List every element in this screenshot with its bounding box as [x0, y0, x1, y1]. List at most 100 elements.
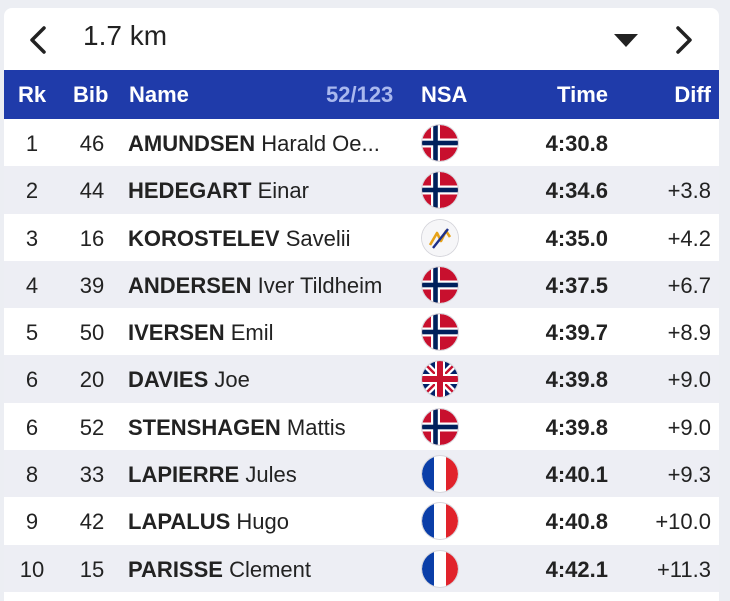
athlete-last-name: KOROSTELEV — [128, 225, 280, 251]
athlete-name[interactable]: KOROSTELEV Savelii — [128, 226, 410, 252]
flag-norway-icon — [422, 314, 458, 351]
table-header: Rk Bib Name 52/123 NSA Time Diff — [4, 70, 719, 119]
result-row[interactable]: 1 46 AMUNDSEN Harald Oe... 4:30.8 — [4, 119, 719, 166]
athlete-last-name: ANDERSEN — [128, 272, 252, 298]
athlete-first-name: Iver Tildheim — [257, 272, 383, 298]
time-cell: 4:34.6 — [545, 178, 608, 204]
athlete-first-name: Mattis — [286, 414, 346, 440]
next-split-button[interactable] — [664, 22, 704, 58]
athlete-first-name: Joe — [214, 367, 250, 393]
athlete-name[interactable]: ANDERSEN Iver Tildheim — [128, 273, 410, 299]
caret-down-icon — [614, 34, 638, 47]
result-row[interactable]: 9 42 LAPALUS Hugo 4:40.8 +10.0 — [4, 497, 719, 544]
diff-cell: +6.7 — [667, 272, 711, 298]
result-count: 52/123 — [326, 82, 394, 107]
nsa-flag — [422, 550, 458, 587]
diff-cell: +9.3 — [667, 462, 711, 488]
athlete-last-name: LAPIERRE — [128, 462, 240, 488]
rank-cell: 2 — [25, 178, 39, 204]
time-cell: 4:40.8 — [545, 509, 608, 535]
bib-cell: 16 — [79, 225, 105, 251]
nsa-flag — [422, 125, 458, 161]
column-header-nsa[interactable]: NSA — [421, 82, 468, 107]
nsa-flag — [422, 266, 458, 303]
flag-norway-icon — [422, 125, 458, 161]
athlete-last-name: HEDEGART — [128, 178, 252, 204]
athlete-last-name: AMUNDSEN — [128, 131, 256, 156]
nsa-flag — [422, 314, 458, 351]
time-cell: 4:40.1 — [545, 462, 608, 488]
column-header-bib[interactable]: Bib — [73, 82, 109, 107]
results-panel: 1.7 km Rk Bib Name 52/123 NSA Time Diff … — [4, 8, 719, 601]
bib-cell: 33 — [79, 462, 105, 488]
diff-cell: +11.3 — [656, 556, 711, 582]
flag-norway-icon — [422, 172, 458, 209]
diff-cell: +10.0 — [655, 509, 711, 535]
nsa-flag — [422, 503, 458, 540]
athlete-first-name: Savelii — [285, 225, 351, 251]
result-row[interactable]: 6 52 STENSHAGEN Mattis 4:39.8 +9.0 — [4, 403, 719, 450]
column-header-diff[interactable]: Diff — [674, 82, 711, 107]
result-row[interactable]: 4 39 ANDERSEN Iver Tildheim 4:37.5 +6.7 — [4, 260, 719, 309]
rank-cell: 3 — [25, 225, 39, 251]
rank-cell: 10 — [19, 556, 45, 582]
fis-logo-icon — [422, 219, 458, 256]
column-header-rank[interactable]: Rk — [18, 82, 47, 107]
diff-cell: +9.0 — [667, 414, 711, 440]
bib-cell: 50 — [79, 320, 105, 346]
nsa-flag — [422, 219, 458, 256]
athlete-name[interactable]: DAVIES Joe — [128, 367, 410, 393]
bib-cell: 46 — [79, 131, 105, 156]
result-row[interactable]: 6 20 DAVIES Joe 4:39.8 +9.0 — [4, 355, 719, 403]
split-dropdown-button[interactable] — [606, 24, 646, 56]
athlete-last-name: IVERSEN — [128, 320, 225, 346]
time-cell: 4:30.8 — [545, 131, 608, 156]
flag-france-icon — [422, 550, 458, 587]
time-cell: 4:39.8 — [545, 414, 608, 440]
column-header-name[interactable]: Name — [129, 82, 189, 107]
time-cell: 4:42.1 — [545, 556, 608, 582]
rank-cell: 1 — [25, 131, 39, 156]
result-row[interactable]: 8 33 LAPIERRE Jules 4:40.1 +9.3 — [4, 450, 719, 498]
athlete-name[interactable]: LAPIERRE Jules — [128, 462, 410, 488]
diff-cell: +3.8 — [667, 178, 711, 204]
athlete-last-name: PARISSE — [128, 556, 223, 582]
column-header-time[interactable]: Time — [557, 82, 608, 107]
flag-france-icon — [422, 456, 458, 493]
nsa-flag — [422, 408, 458, 445]
diff-cell: +4.2 — [667, 225, 711, 251]
bib-cell: 15 — [79, 556, 105, 582]
bib-cell: 42 — [79, 509, 105, 535]
athlete-name[interactable]: HEDEGART Einar — [128, 178, 410, 204]
diff-cell: +9.0 — [667, 367, 711, 393]
athlete-first-name: Emil — [230, 320, 274, 346]
time-cell: 4:39.7 — [545, 320, 608, 346]
athlete-name[interactable]: LAPALUS Hugo — [128, 509, 410, 535]
results-list: 1 46 AMUNDSEN Harald Oe... 4:30.8 2 44 HEDEGAR… — [4, 119, 719, 592]
diff-cell: +8.9 — [667, 320, 711, 346]
split-selector-bar: 1.7 km — [4, 8, 719, 70]
result-row[interactable]: 5 50 IVERSEN Emil 4:39.7 +8.9 — [4, 308, 719, 355]
flag-france-icon — [422, 503, 458, 540]
athlete-name[interactable]: STENSHAGEN Mattis — [128, 415, 410, 441]
nsa-flag — [422, 172, 458, 209]
result-row[interactable]: 10 15 PARISSE Clement 4:42.1 +11.3 — [4, 544, 719, 592]
athlete-first-name: Clement — [229, 556, 311, 582]
athlete-last-name: DAVIES — [128, 367, 209, 393]
rank-cell: 6 — [25, 367, 39, 393]
time-cell: 4:37.5 — [545, 272, 608, 298]
athlete-name[interactable]: IVERSEN Emil — [128, 320, 410, 346]
athlete-name[interactable]: AMUNDSEN Harald Oe... — [128, 131, 410, 157]
athlete-name[interactable]: PARISSE Clement — [128, 557, 410, 583]
rank-cell: 4 — [25, 272, 39, 298]
result-row[interactable]: 3 16 KOROSTELEV Savelii 4:35.0 +4.2 — [4, 214, 719, 261]
athlete-first-name: Einar — [257, 178, 309, 204]
athlete-first-name: Jules — [245, 462, 297, 488]
chevron-right-icon — [676, 26, 692, 54]
bib-cell: 20 — [79, 367, 105, 393]
previous-split-button[interactable] — [18, 22, 58, 58]
athlete-first-name: Harald Oe... — [261, 131, 380, 156]
time-cell: 4:39.8 — [545, 367, 608, 393]
result-row[interactable]: 2 44 HEDEGART Einar 4:34.6 +3.8 — [4, 166, 719, 214]
bib-cell: 44 — [79, 178, 105, 204]
